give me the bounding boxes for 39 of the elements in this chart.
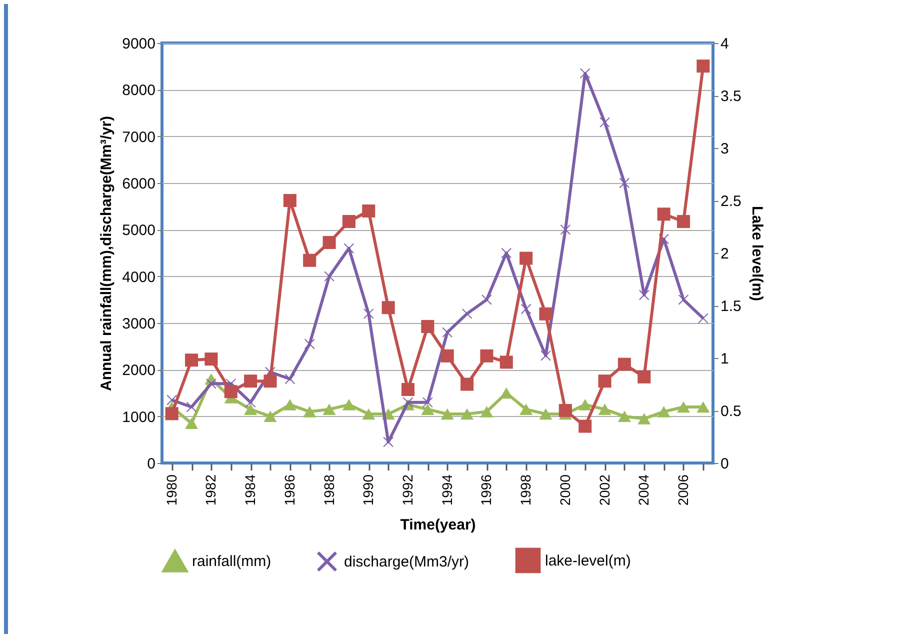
- x-tick-label: 2004: [636, 474, 652, 506]
- y2-tick-label: 1.5: [720, 298, 742, 315]
- y2-tick-label: 4: [720, 36, 729, 52]
- y-tick-label: 5000: [122, 222, 156, 240]
- legend-label: discharge(Mm3/yr): [344, 554, 470, 571]
- y-axis-title: Annual rainfall(mm),discharge(Mm³/yr): [98, 116, 116, 392]
- y-tick-label: 0: [147, 456, 156, 472]
- x-tick-label: 1994: [438, 474, 455, 506]
- y-tick-label: 8000: [122, 82, 156, 100]
- y-tick-label: 9000: [122, 36, 156, 52]
- y-tick-label: 3000: [122, 316, 156, 332]
- y2-tick-label: 2: [720, 246, 729, 262]
- x-tick-label: 1990: [360, 474, 376, 506]
- y-tick-label: 2000: [122, 362, 156, 380]
- x-tick-label: 1992: [399, 474, 416, 506]
- y2-tick-label: 3: [720, 140, 729, 158]
- x-tick-label: 1982: [202, 474, 219, 506]
- y2-tick-label: 0: [720, 456, 729, 472]
- y-tick-label: 4000: [122, 268, 156, 286]
- x-tick-label: 1988: [320, 474, 337, 506]
- legend-label: lake-level(m): [545, 552, 631, 570]
- x-tick-label: 2000: [556, 474, 573, 506]
- y2-tick-label: 3.5: [720, 88, 742, 105]
- x-tick-label: 1996: [478, 474, 494, 506]
- x-tick-label: 2002: [596, 474, 612, 506]
- y2-tick-label: 1: [720, 350, 729, 368]
- y2-tick-label: 0.5: [720, 403, 742, 420]
- x-tick-label: 1984: [242, 474, 258, 506]
- x-tick-label: 1986: [281, 474, 298, 506]
- y-tick-label: 1000: [122, 408, 156, 426]
- y2-axis-title: Lake level(m): [748, 206, 766, 302]
- legend-label: rainfall(mm): [192, 553, 272, 570]
- x-tick-label: 2006: [674, 474, 691, 506]
- x-tick-label: 1998: [518, 474, 534, 506]
- x-tick-label: 1980: [163, 474, 180, 506]
- x-axis-title: Time(year): [400, 516, 476, 534]
- y-tick-label: 6000: [122, 176, 156, 192]
- y-tick-label: 7000: [122, 128, 156, 146]
- y2-tick-label: 2.5: [720, 193, 742, 210]
